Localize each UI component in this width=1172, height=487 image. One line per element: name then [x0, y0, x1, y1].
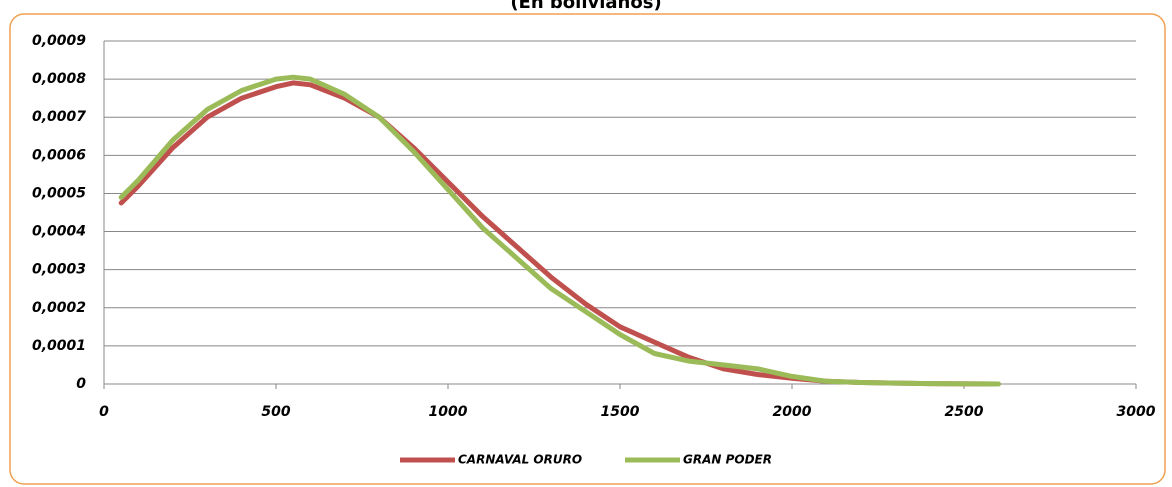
y-tick-label: 0,0007 — [32, 109, 86, 125]
series-line — [118, 74, 1001, 387]
x-tick-label: 0 — [99, 404, 109, 420]
x-tick-label: 1500 — [601, 404, 640, 420]
y-tick-label: 0,0001 — [32, 338, 86, 354]
y-tick-label: 0,0006 — [32, 147, 86, 163]
chart-frame — [9, 13, 1166, 485]
y-tick-label: 0,0008 — [32, 71, 86, 87]
x-tick-label: 1000 — [429, 404, 468, 420]
legend-label: CARNAVAL ORURO — [458, 453, 582, 467]
x-tick-label: 500 — [261, 404, 290, 420]
y-tick-label: 0,0005 — [32, 185, 86, 201]
x-tick-label: 2000 — [773, 404, 812, 420]
x-tick-label: 3000 — [1117, 404, 1156, 420]
legend-label: GRAN PODER — [683, 453, 772, 467]
y-tick-label: 0,0004 — [32, 224, 86, 240]
y-tick-label: 0,0003 — [32, 262, 86, 278]
y-tick-label: 0,0009 — [32, 33, 86, 49]
y-tick-label: 0,0002 — [32, 300, 86, 316]
y-tick-label: 0 — [76, 376, 86, 392]
x-tick-label: 2500 — [945, 404, 984, 420]
chart-title: (En bolivianos) — [510, 0, 661, 13]
